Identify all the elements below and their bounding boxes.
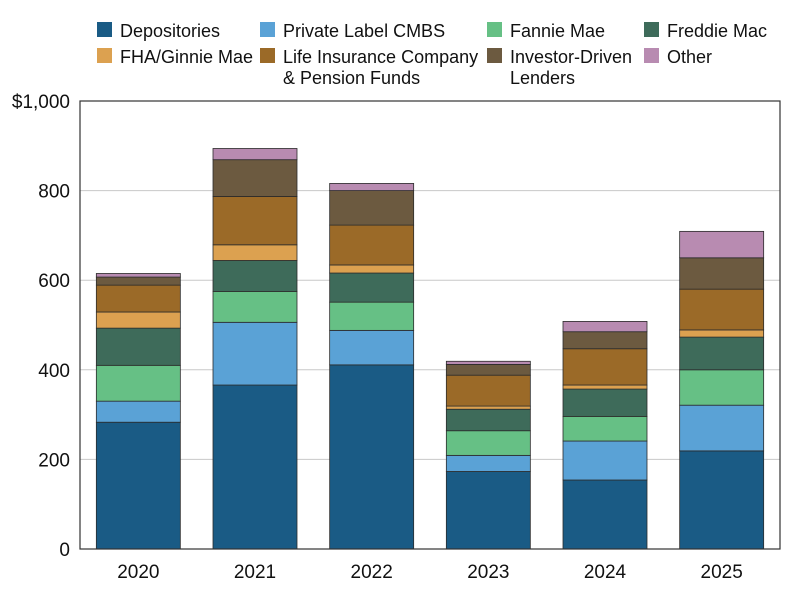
bar-segment-private-label-cmbs [212,321,298,386]
legend-swatch [487,48,502,63]
bar-segment-investor-driven-lenders [562,331,648,350]
bar-segment-fannie-mae [329,301,415,331]
bar-segment-fha-ginnie-mae [562,384,648,390]
bar-segment-investor-driven-lenders [212,159,298,197]
legend-swatch [644,22,659,37]
bar-segment-fannie-mae [679,369,765,406]
bar-stack-2021 [212,148,298,550]
bar-segment-fha-ginnie-mae [445,405,531,410]
bar-segment-freddie-mac [212,260,298,292]
y-tick-label: 600 [38,271,70,292]
legend-item: Private Label CMBS [260,21,445,41]
bar-segment-investor-driven-lenders [95,276,181,286]
x-tick-label: 2020 [117,562,159,583]
x-axis-ticks: 2020 2021 2022 2023 2024 2025 [117,562,743,583]
legend-item: Life Insurance Company& Pension Funds [260,47,478,88]
y-tick-label: 200 [38,450,70,471]
legend-label: Investor-Driven [510,47,632,67]
bar-segment-fannie-mae [95,364,181,402]
legend-item: FHA/Ginnie Mae [97,47,253,67]
legend-label: FHA/Ginnie Mae [120,47,253,67]
bar-segment-private-label-cmbs [329,329,415,366]
bar-segment-fannie-mae [212,290,298,323]
x-tick-label: 2023 [467,562,509,583]
x-tick-label: 2024 [584,562,627,583]
x-tick-label: 2022 [351,562,393,583]
bar-segment-life-insurance-company-pension-funds [329,224,415,266]
y-tick-label: $1,000 [12,92,70,113]
legend-label: Depositories [120,21,220,41]
bar-segment-other [329,183,415,192]
bar-segment-depositories [329,364,415,550]
bar-segment-fannie-mae [562,415,648,442]
x-tick-label: 2021 [234,562,276,583]
legend-label: Freddie Mac [667,21,767,41]
bar-stack-2022 [329,183,415,550]
bar-segment-fha-ginnie-mae [679,329,765,338]
bar-segment-fha-ginnie-mae [212,244,298,261]
bar-segment-other [562,321,648,333]
y-axis-ticks: 0 200 400 600 800 $1,000 [12,92,70,561]
bar-segment-depositories [562,479,648,550]
legend-item: Other [644,47,712,67]
bar-segment-other [679,230,765,259]
y-tick-label: 400 [38,361,70,382]
bar-segment-other [212,148,298,161]
bar-stack-2024 [562,321,648,550]
bar-stack-2025 [679,230,765,550]
legend-item: Fannie Mae [487,21,605,41]
legend-label: Other [667,47,712,67]
legend-swatch [260,48,275,63]
legend-swatch [97,48,112,63]
bar-segment-private-label-cmbs [562,440,648,481]
legend-swatch [260,22,275,37]
legend-item: Depositories [97,21,220,41]
legend: Depositories Private Label CMBS Fannie Mae… [97,21,767,88]
bar-segment-investor-driven-lenders [679,257,765,290]
bar-segment-fha-ginnie-mae [95,311,181,329]
legend-label: Lenders [510,68,575,88]
bar-segment-private-label-cmbs [679,404,765,452]
bar-stack-2023 [445,360,531,550]
legend-item: Freddie Mac [644,21,767,41]
bars [95,148,765,550]
bar-segment-freddie-mac [679,336,765,371]
bar-segment-freddie-mac [445,408,531,432]
bar-segment-life-insurance-company-pension-funds [445,374,531,407]
bar-segment-life-insurance-company-pension-funds [562,348,648,386]
legend-label: & Pension Funds [283,68,420,88]
bar-segment-investor-driven-lenders [329,190,415,226]
bar-segment-other [445,360,531,365]
legend-label: Life Insurance Company [283,47,478,67]
bar-segment-other [95,273,181,278]
bar-segment-investor-driven-lenders [445,364,531,376]
bar-segment-freddie-mac [329,272,415,303]
bar-segment-fannie-mae [445,430,531,456]
bar-segment-depositories [445,471,531,550]
bar-segment-depositories [212,384,298,550]
bar-segment-private-label-cmbs [445,454,531,472]
plot-frame [79,100,781,550]
legend-swatch [487,22,502,37]
bar-segment-private-label-cmbs [95,400,181,423]
legend-label: Private Label CMBS [283,21,445,41]
bar-segment-freddie-mac [562,388,648,417]
y-tick-label: 800 [38,182,70,203]
bar-segment-freddie-mac [95,327,181,366]
bar-segment-fha-ginnie-mae [329,264,415,274]
bar-stack-2020 [95,273,181,550]
bar-segment-life-insurance-company-pension-funds [95,284,181,313]
legend-swatch [644,48,659,63]
bar-segment-depositories [679,450,765,550]
x-tick-label: 2025 [701,562,743,583]
legend-swatch [97,22,112,37]
bar-segment-life-insurance-company-pension-funds [212,196,298,246]
gridlines [80,190,780,460]
y-tick-label: 0 [59,540,70,561]
bar-segment-life-insurance-company-pension-funds [679,288,765,331]
legend-label: Fannie Mae [510,21,605,41]
bar-segment-depositories [95,421,181,550]
